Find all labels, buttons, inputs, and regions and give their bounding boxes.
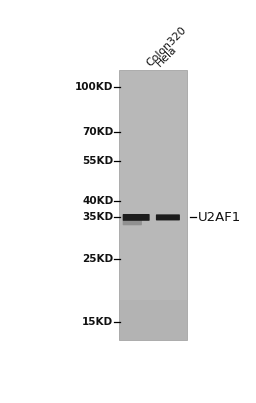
- Text: 15KD: 15KD: [82, 317, 113, 327]
- Text: Colon320: Colon320: [145, 25, 189, 69]
- Text: 55KD: 55KD: [82, 156, 113, 166]
- Text: 25KD: 25KD: [82, 254, 113, 264]
- Text: Hela: Hela: [154, 44, 178, 69]
- Text: 35KD: 35KD: [82, 212, 113, 222]
- Text: 40KD: 40KD: [82, 196, 113, 206]
- FancyBboxPatch shape: [123, 220, 142, 225]
- FancyBboxPatch shape: [156, 214, 180, 220]
- Text: U2AF1: U2AF1: [198, 211, 241, 224]
- Bar: [119, 70, 187, 340]
- FancyBboxPatch shape: [123, 214, 150, 221]
- Bar: [119, 299, 187, 340]
- Text: 100KD: 100KD: [75, 82, 113, 92]
- Text: 70KD: 70KD: [82, 127, 113, 137]
